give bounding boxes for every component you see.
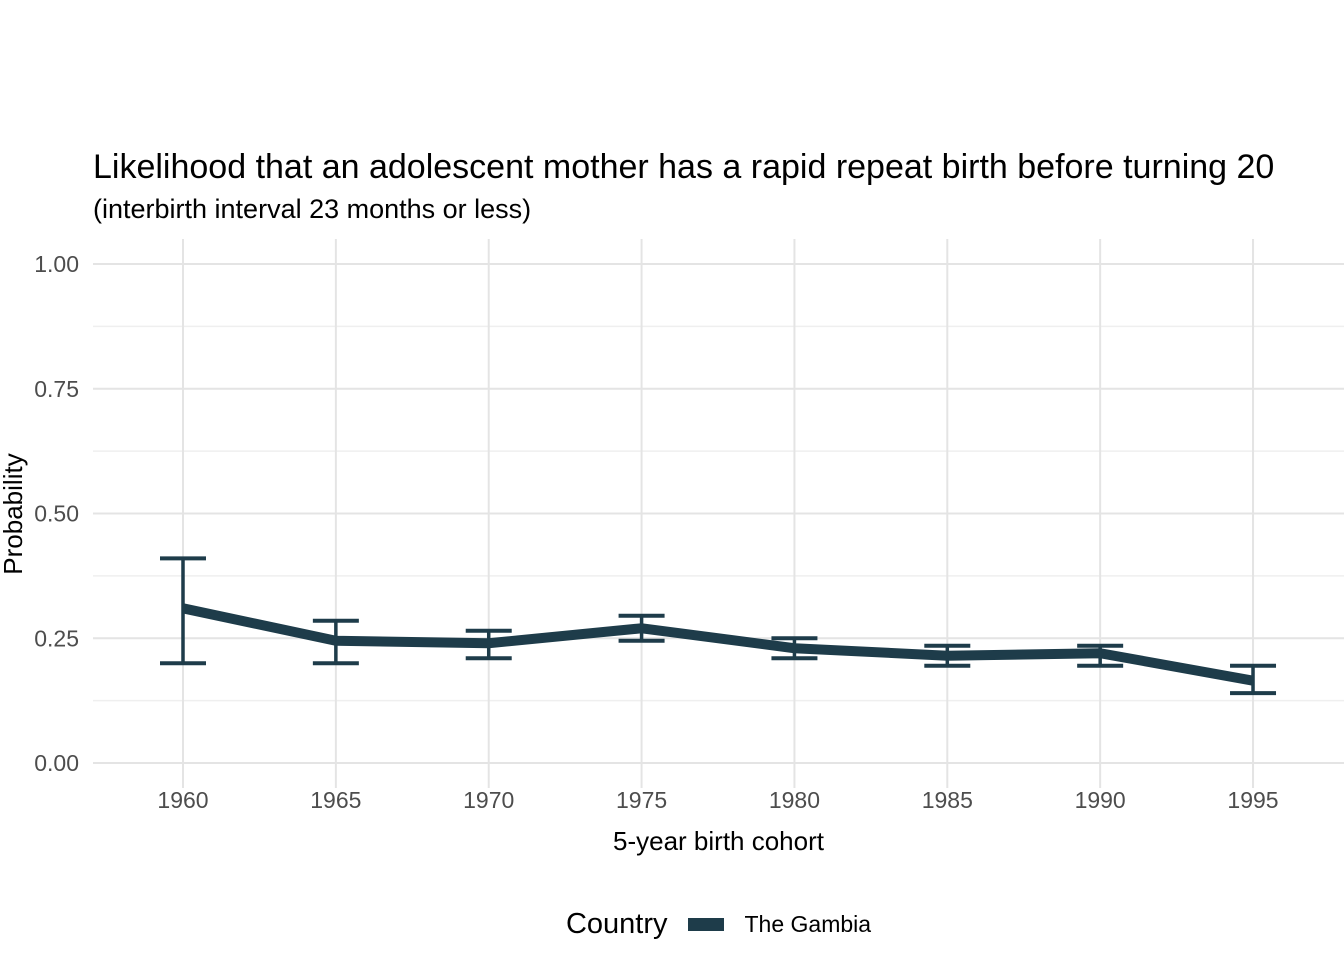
chart-subtitle: (interbirth interval 23 months or less): [93, 194, 532, 224]
x-tick-label: 1995: [1227, 787, 1278, 813]
chart-title: Likelihood that an adolescent mother has…: [93, 148, 1275, 186]
y-tick-label: 0.25: [34, 625, 79, 651]
x-tick-label: 1960: [157, 787, 208, 813]
x-tick-label: 1980: [769, 787, 820, 813]
legend-line-swatch: [688, 917, 725, 931]
series-line-the-gambia: [181, 603, 1254, 686]
y-tick-label: 1.00: [34, 251, 79, 277]
y-tick-label: 0.00: [34, 750, 79, 776]
x-tick-label: 1990: [1075, 787, 1126, 813]
y-axis-title: Probability: [0, 453, 28, 575]
legend-entry-label: The Gambia: [744, 910, 872, 937]
legend-title: Country: [565, 907, 668, 940]
x-axis-title: 5-year birth cohort: [613, 826, 824, 856]
x-tick-label: 1970: [463, 787, 514, 813]
y-tick-label: 0.50: [34, 501, 79, 527]
y-tick-label: 0.75: [34, 376, 79, 402]
legend: Country The Gambia: [93, 902, 1344, 946]
x-tick-label: 1965: [310, 787, 361, 813]
x-tick-label: 1975: [616, 787, 667, 813]
x-tick-label: 1985: [922, 787, 973, 813]
